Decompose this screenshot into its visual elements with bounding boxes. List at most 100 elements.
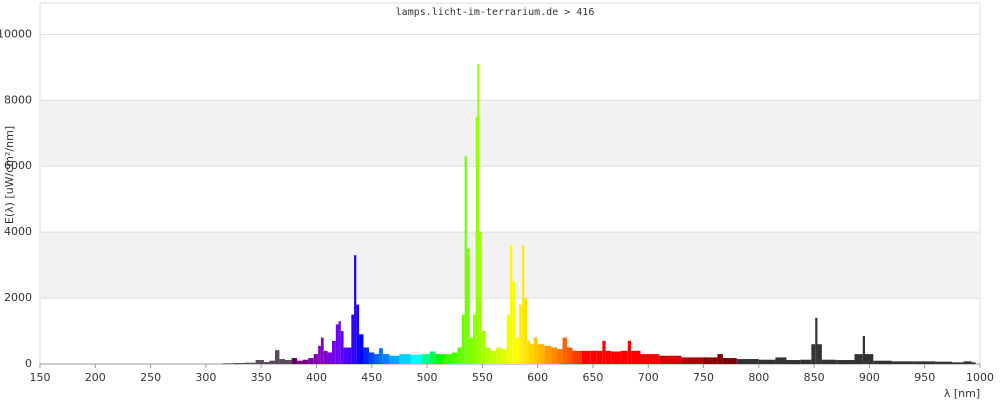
- spectrum-bar: [602, 340, 606, 364]
- spectrum-bar: [284, 360, 292, 364]
- spectrum-bar: [703, 357, 718, 364]
- spectrum-bar: [862, 335, 865, 364]
- spectrum-bar: [374, 354, 379, 364]
- x-tick-label: 950: [914, 371, 935, 384]
- spectrum-bar: [496, 347, 502, 364]
- x-tick-label: 350: [251, 371, 272, 384]
- spectrum-bar: [291, 358, 298, 364]
- x-tick-label: 1000: [966, 371, 994, 384]
- spectrum-bar: [481, 331, 486, 364]
- spectrum-bar: [627, 340, 632, 364]
- spectrum-bar: [275, 350, 280, 364]
- spectrum-bar: [514, 337, 519, 364]
- spectrum-bar: [399, 354, 411, 364]
- x-tick-label: 600: [527, 371, 548, 384]
- spectrum-bar: [410, 354, 422, 364]
- x-tick-label: 750: [693, 371, 714, 384]
- spectrum-bar: [461, 314, 465, 364]
- x-tick-label: 450: [361, 371, 382, 384]
- spectrum-bar: [544, 345, 552, 364]
- spectrum-bar: [659, 355, 682, 364]
- spectrum-bar: [527, 340, 531, 364]
- spectrum-bar: [605, 350, 612, 364]
- spectrum-bar: [429, 351, 436, 364]
- spectrum-bar: [557, 349, 563, 364]
- spectrum-bar: [620, 350, 628, 364]
- spectrum-bar: [800, 359, 812, 364]
- y-tick-label: 6000: [4, 159, 32, 172]
- spectrum-bar: [963, 361, 972, 364]
- spectrum-bar: [472, 314, 476, 364]
- spectrum-bar: [297, 360, 303, 364]
- spectrum-bar: [244, 362, 256, 364]
- spectrum-bar: [323, 350, 328, 364]
- spectrum-bar: [815, 317, 818, 364]
- spectrum-bar: [971, 362, 976, 364]
- spectrum-bar: [524, 298, 528, 364]
- spectrum-bar: [382, 354, 390, 364]
- spectrum-bar: [343, 347, 348, 364]
- spectrum-bar: [338, 321, 341, 364]
- spectrum-bar: [512, 281, 515, 364]
- x-tick-label: 550: [472, 371, 493, 384]
- spectrum-bar: [681, 357, 704, 364]
- spectrum-bar: [363, 347, 369, 364]
- x-tick-label: 300: [195, 371, 216, 384]
- spectrum-bar: [817, 344, 822, 364]
- x-tick-label: 900: [859, 371, 880, 384]
- spectrum-bar: [811, 344, 816, 364]
- spectrum-bar: [479, 232, 482, 364]
- chart-title: lamps.licht-im-terrarium.de > 416: [396, 7, 595, 18]
- spectrum-bar: [551, 347, 557, 364]
- spectrum-bar: [758, 359, 776, 364]
- spectrum-bar: [913, 361, 936, 364]
- spectrum-bar: [581, 350, 591, 364]
- spectrum-bar: [864, 354, 874, 364]
- spectrum-bar: [891, 361, 914, 364]
- spectrum-bar: [786, 360, 801, 364]
- spectrum-bar: [736, 359, 759, 364]
- spectrum-bar: [369, 352, 375, 364]
- spectrum-bar: [318, 345, 321, 364]
- spectrum-bar: [320, 337, 324, 364]
- grid-band: [40, 100, 980, 167]
- x-tick-label: 850: [804, 371, 825, 384]
- y-tick-label: 0: [25, 357, 32, 370]
- spectrum-bar: [464, 156, 467, 364]
- x-axis-label: λ [nm]: [944, 387, 980, 400]
- spectrum-bar: [435, 354, 444, 364]
- spectrum-bar: [501, 349, 507, 364]
- spectrum-bar: [530, 344, 534, 364]
- spectrum-bar: [269, 360, 275, 364]
- spectrum-bar: [477, 63, 480, 364]
- spectrum-bar: [222, 363, 234, 364]
- spectrum-bar: [331, 340, 336, 364]
- spectrum-bar: [717, 354, 723, 364]
- spectrum-bar: [533, 337, 538, 364]
- spectrum-bar: [935, 361, 953, 364]
- spectrum-bar: [302, 359, 309, 364]
- spectrum-bar: [518, 304, 523, 364]
- spectrum-bar: [354, 255, 357, 364]
- spectrum-bar: [255, 360, 264, 364]
- spectrum-bar: [562, 337, 567, 364]
- spectrum-bar: [522, 245, 525, 364]
- spectrum-bar: [873, 360, 892, 364]
- spectrum-bar: [457, 347, 462, 364]
- x-tick-label: 700: [638, 371, 659, 384]
- spectrum-bar: [308, 358, 314, 364]
- spectrum-bar: [263, 362, 270, 364]
- spectrum-bar: [389, 355, 400, 364]
- spectrum-bar: [611, 351, 621, 364]
- spectrum-bar: [510, 245, 513, 364]
- spectrum-bar: [327, 352, 332, 364]
- y-tick-label: 10000: [0, 27, 32, 40]
- x-tick-label: 200: [85, 371, 106, 384]
- spectrum-bar: [469, 337, 473, 364]
- y-tick-label: 2000: [4, 291, 32, 304]
- spectrum-bar: [347, 347, 352, 364]
- spectrum-bar: [485, 347, 491, 364]
- spectrum-bar: [566, 347, 573, 364]
